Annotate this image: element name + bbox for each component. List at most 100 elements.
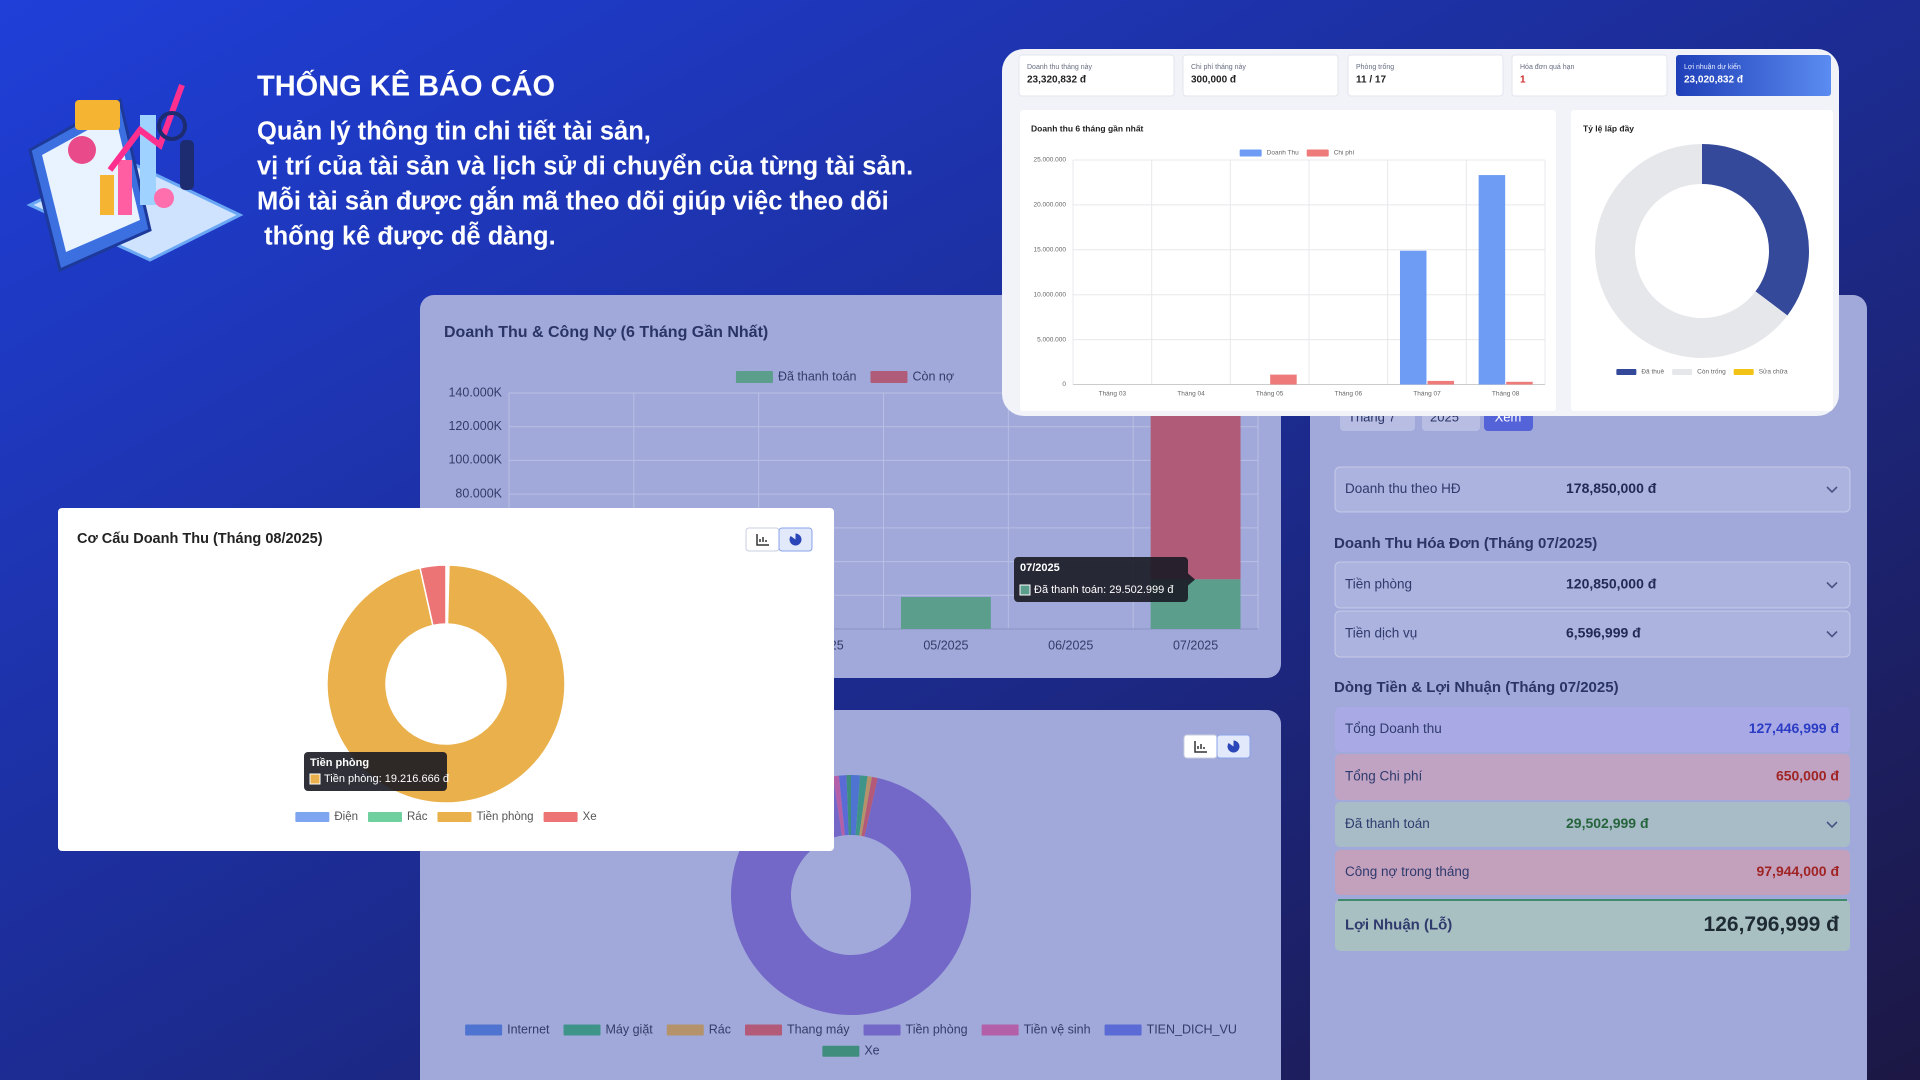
info-row [1334,561,1851,609]
y-tick-label: 80.000K [455,486,502,500]
pie-icon[interactable] [1227,740,1240,753]
legend-label: Điện [334,811,358,823]
row-value: 126,796,999 đ [1704,913,1840,936]
x-tick-label: Tháng 05 [1256,391,1284,398]
y-tick-label: 100.000K [448,453,502,467]
info-row [1335,754,1850,800]
legend-label: Còn nợ [912,369,954,383]
bar-icon[interactable] [756,534,769,546]
page-description: Mỗi tài sản được gắn mã theo dõi giúp vi… [257,186,889,216]
legend-swatch [870,371,908,383]
chevron[interactable] [1826,821,1838,829]
legend-label: Thang máy [787,1022,850,1036]
legend-label: Sửa chữa [1759,368,1788,376]
y-tick-label: 25.000.000 [1033,157,1066,164]
pie-slice [861,776,878,837]
y-tick-label: 0 [1062,381,1066,388]
kpi-label: Hóa đơn quá hạn [1520,64,1575,71]
tooltip [304,752,447,791]
pie-slice [326,564,566,804]
y-tick-label: 140.000K [448,385,502,399]
page-description: thống kê được dễ dàng. [257,221,556,251]
kpi-card [1018,54,1175,97]
bar [1270,374,1297,385]
kpi-card [1676,55,1831,96]
legend-swatch [1616,369,1637,375]
legend-swatch [735,371,773,383]
bar-icon[interactable] [1194,741,1207,753]
row-value: 178,850,000 đ [1566,480,1657,496]
legend-swatch [543,812,578,822]
y-tick-label: 120.000K [448,419,502,433]
kpi-label: Chi phí tháng này [1191,64,1246,71]
legend-swatch [1672,369,1693,375]
legend-label: Doanh Thu [1267,150,1299,157]
row-label: Tổng Doanh thu [1345,721,1442,736]
bar [900,596,991,629]
row-label: Tiền phòng [1345,577,1412,592]
pie-slice [832,775,845,836]
legend-swatch [1306,149,1329,157]
legend-swatch [1239,149,1262,157]
info-row [1334,466,1851,513]
row-label: Công nợ trong tháng [1345,864,1469,879]
chevron[interactable] [1826,630,1838,638]
row-value: 650,000 đ [1776,768,1839,784]
page-description: vị trí của tài sản và lịch sử di chuyển … [257,153,913,181]
legend-swatch [822,1045,860,1057]
pie-slice [859,776,873,836]
chart-title: Cơ Cấu Doanh Thu (Tháng 08/2025) [77,531,323,547]
bar [1506,381,1533,385]
x-tick-label: Tháng 08 [1492,391,1520,398]
kpi-card [1182,54,1339,97]
info-row [1335,802,1850,847]
kpi-value: 23,020,832 đ [1684,75,1744,86]
kpi-label: Phòng trống [1356,62,1394,71]
legend-swatch [1104,1024,1142,1036]
x-tick-label: Tháng 03 [1099,391,1127,398]
kpi-label: Lợi nhuận dự kiến [1684,62,1741,71]
chevron[interactable] [1826,581,1838,589]
pie-slice [851,775,861,836]
chart-title: Tỷ lệ lấp đầy [1583,123,1634,133]
pie-icon[interactable] [789,533,802,546]
legend-label: Xe [583,811,597,823]
tooltip-title: 07/2025 [1020,562,1060,574]
x-tick-label: 05/2025 [923,638,968,652]
pie-slice [1594,144,1788,358]
kpi-card [1511,54,1668,97]
x-tick-label: 07/2025 [1173,638,1218,652]
section-heading: Dòng Tiền & Lợi Nhuận (Tháng 07/2025) [1334,679,1619,696]
chevron[interactable] [1826,486,1838,494]
bar [1478,175,1506,385]
chart-title: Doanh Thu & Công Nợ (6 Tháng Gần Nhất) [444,324,768,341]
section-heading: Doanh Thu Hóa Đơn (Tháng 07/2025) [1334,535,1597,552]
legend-label: Tiền phòng [476,811,533,823]
bar [1150,414,1241,580]
legend-label: Tiền vệ sinh [1024,1022,1091,1036]
x-tick-label: Tháng 07 [1413,391,1441,398]
bar [1399,250,1427,385]
kpi-value: 11 / 17 [1356,75,1386,86]
tooltip-swatch [309,773,321,785]
tooltip [1014,557,1188,602]
info-row [1335,850,1850,895]
legend-swatch [295,812,330,822]
card [58,508,834,851]
pie-slice [1702,144,1809,316]
legend-label: Chi phí [1334,150,1355,157]
legend-swatch [1733,369,1754,375]
row-label: Tổng Chi phí [1345,769,1423,784]
x-tick-label: Tháng 06 [1335,391,1363,398]
info-row [1334,610,1851,658]
row-label: Lợi Nhuận (Lỗ) [1345,916,1452,933]
kpi-value: 300,000 đ [1191,75,1237,86]
tooltip-swatch [1019,584,1031,596]
y-tick-label: 10.000.000 [1033,291,1066,298]
legend-label: Tiền phòng [906,1022,968,1036]
row-value: 29,502,999 đ [1566,815,1649,831]
kpi-value: 23,320,832 đ [1027,75,1087,86]
tooltip-text: Tiền phòng: 19.216.666 đ [324,773,450,785]
